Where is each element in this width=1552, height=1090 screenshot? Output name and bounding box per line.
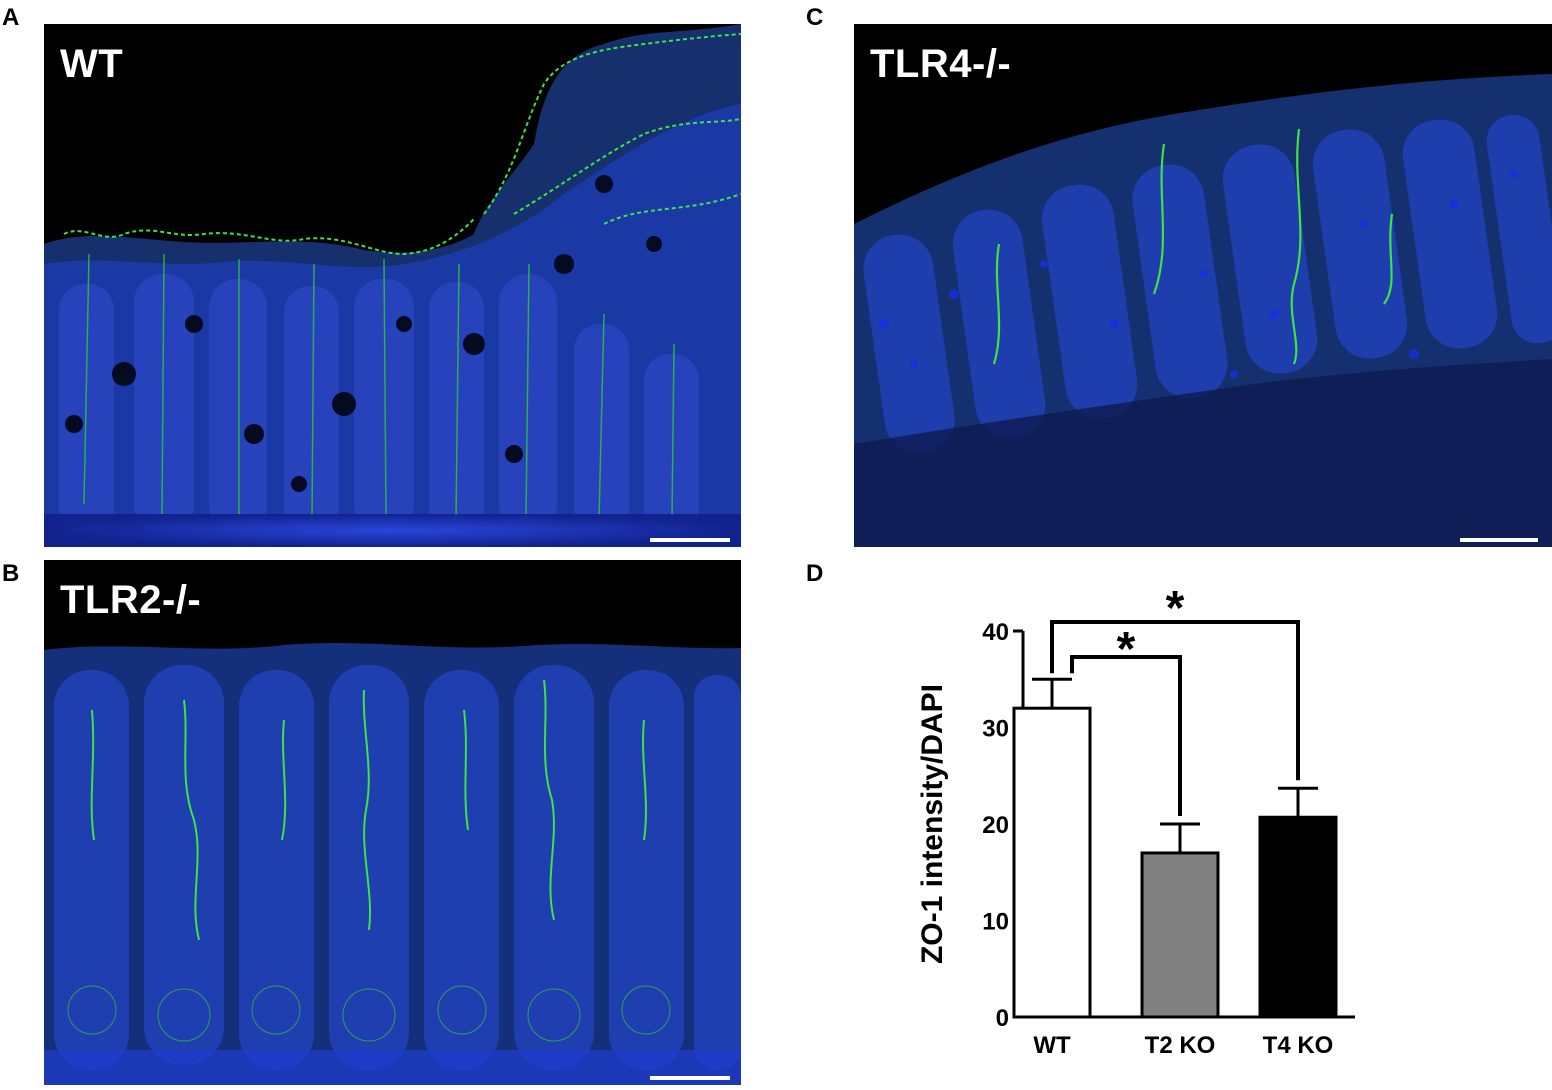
scale-bar-tlr4	[1460, 538, 1538, 542]
micrograph-tlr4-label: TLR4-/-	[870, 42, 1012, 86]
bar-chart-zo1: 0 10 20 30 40 ZO-1 intensity/DAPI WT T2 KO T4 KO…	[880, 560, 1552, 1085]
panel-letter-a: A	[2, 4, 20, 31]
bar-wt	[1012, 706, 1092, 1019]
y-tick-label: 30	[982, 716, 1009, 743]
micrograph-tlr4-image	[854, 74, 1552, 547]
significance-bracket	[1050, 620, 1300, 781]
bar-t4-ko	[1258, 815, 1338, 1019]
y-tick-label: 20	[982, 812, 1009, 839]
panel-letter-b: B	[2, 560, 20, 587]
scale-bar-wt	[650, 538, 730, 542]
micrograph-tlr4: TLR4-/-	[854, 24, 1552, 547]
micrograph-tlr2-image	[44, 642, 741, 1085]
panel-letter-c: C	[806, 4, 824, 31]
micrograph-tlr2-label: TLR2-/-	[60, 578, 202, 622]
y-tick-label: 40	[982, 619, 1009, 646]
micrograph-tlr2: TLR2-/-	[44, 560, 741, 1085]
bar-chart-svg: 0 10 20 30 40 ZO-1 intensity/DAPI WT T2 KO T4 KO…	[916, 582, 1355, 1059]
x-tick-label: T2 KO	[1145, 1032, 1216, 1059]
bar-t2-ko	[1140, 851, 1220, 1019]
scale-bar-tlr2	[650, 1076, 730, 1080]
significance-marker: *	[1117, 623, 1136, 676]
x-tick-label: T4 KO	[1263, 1032, 1334, 1059]
micrograph-wt-image	[44, 24, 741, 547]
y-tick-label: 0	[996, 1005, 1009, 1032]
micrograph-wt: WT	[44, 24, 741, 547]
significance-marker: *	[1166, 582, 1185, 635]
micrograph-wt-label: WT	[60, 42, 124, 86]
y-axis-title: ZO-1 intensity/DAPI	[916, 684, 949, 964]
significance-bracket	[1070, 655, 1182, 816]
x-tick-label: WT	[1033, 1032, 1071, 1059]
panel-letter-d: D	[806, 560, 824, 587]
y-tick-label: 10	[982, 909, 1009, 936]
